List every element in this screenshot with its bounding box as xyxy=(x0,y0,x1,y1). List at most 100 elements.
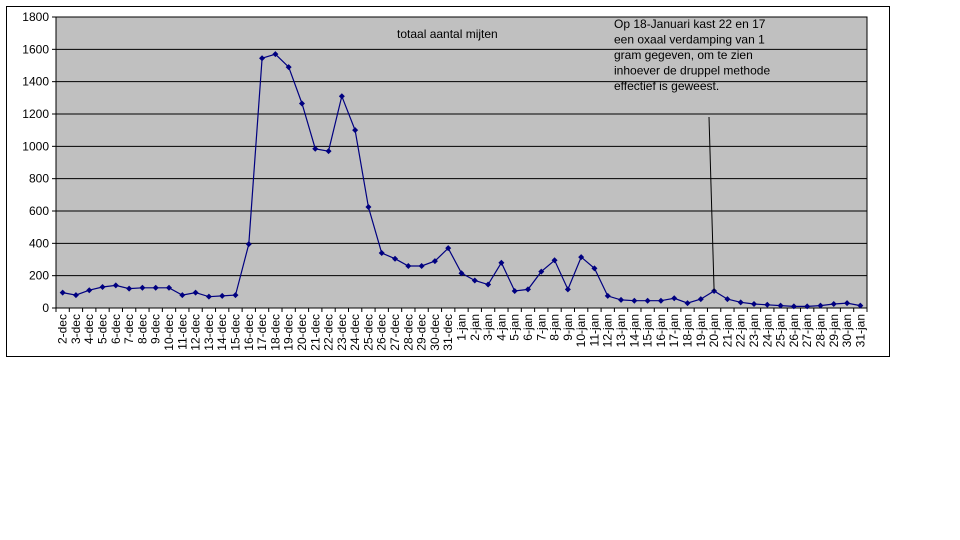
data-point xyxy=(166,284,173,291)
data-point xyxy=(365,203,372,210)
data-point xyxy=(312,145,319,152)
x-tick-label: 25-dec xyxy=(361,314,375,351)
data-point xyxy=(72,292,79,299)
data-point xyxy=(405,262,412,269)
x-tick-label: 13-dec xyxy=(202,314,216,351)
x-tick-label: 4-dec xyxy=(82,314,96,344)
x-tick-label: 30-dec xyxy=(428,314,442,351)
annotation-line: een oxaal verdamping van 1 xyxy=(614,33,765,47)
plot-area xyxy=(55,16,868,309)
data-point xyxy=(750,300,757,307)
annotation-line: Op 18-Januari kast 22 en 17 xyxy=(614,17,766,31)
x-tick-label: 25-jan xyxy=(774,314,788,347)
gridlines xyxy=(56,48,867,277)
data-point xyxy=(471,277,478,284)
x-tick-label: 6-dec xyxy=(109,314,123,344)
x-tick-label: 13-jan xyxy=(614,314,628,347)
x-tick-label: 9-dec xyxy=(149,314,163,344)
x-tick-label: 1-jan xyxy=(455,314,469,341)
data-point xyxy=(817,302,824,309)
data-point xyxy=(378,250,385,257)
x-tick-label: 20-jan xyxy=(707,314,721,347)
x-tick-label: 14-jan xyxy=(627,314,641,347)
x-tick-label: 2-jan xyxy=(468,314,482,341)
data-point xyxy=(644,297,651,304)
data-point xyxy=(205,293,212,300)
x-tick-label: 17-dec xyxy=(255,314,269,351)
data-point xyxy=(857,302,864,309)
data-point xyxy=(86,287,93,294)
data-point xyxy=(179,292,186,299)
x-tick-label: 26-dec xyxy=(375,314,389,351)
data-point xyxy=(219,292,226,299)
data-point xyxy=(192,289,199,296)
annotation-pointer-line xyxy=(708,116,715,292)
data-point xyxy=(604,292,611,299)
x-tick-label: 14-dec xyxy=(215,314,229,351)
x-tick-label: 11-dec xyxy=(175,314,189,350)
data-point xyxy=(684,300,691,307)
x-tick-label: 8-dec xyxy=(135,314,149,344)
x-tick-label: 2-dec xyxy=(56,314,70,344)
data-point xyxy=(418,262,425,269)
x-tick-label: 9-jan xyxy=(561,314,575,341)
data-point xyxy=(524,286,531,293)
x-tick-label: 29-jan xyxy=(827,314,841,347)
x-tick-label: 3-dec xyxy=(69,314,83,344)
x-tick-label: 24-jan xyxy=(760,314,774,347)
x-tick-label: 29-dec xyxy=(415,314,429,351)
data-point xyxy=(830,300,837,307)
data-point xyxy=(790,303,797,310)
x-tick-label: 18-dec xyxy=(268,314,282,351)
x-tick-label: 6-jan xyxy=(521,314,535,341)
data-point xyxy=(618,296,625,303)
data-point xyxy=(245,241,252,248)
x-tick-label: 10-dec xyxy=(162,314,176,351)
y-tick-label: 0 xyxy=(42,301,49,315)
data-point xyxy=(777,302,784,309)
x-tick-label: 27-jan xyxy=(800,314,814,347)
data-points xyxy=(59,51,864,310)
x-tick-label: 18-jan xyxy=(681,314,695,347)
x-tick-label: 31-dec xyxy=(441,314,455,351)
chart-frame: 0 200 400 600 800 1000 1200 1400 1600 1800 2-dec 3… xyxy=(6,6,890,357)
x-tick-label: 7-dec xyxy=(122,314,136,344)
x-tick-label: 19-jan xyxy=(694,314,708,347)
data-point xyxy=(671,295,678,302)
data-point xyxy=(126,285,133,292)
data-point xyxy=(657,297,664,304)
data-point xyxy=(272,51,279,58)
x-tick-label: 20-dec xyxy=(295,314,309,351)
annotation-line: effectief is geweest. xyxy=(614,79,719,93)
x-tick-label: 30-jan xyxy=(840,314,854,347)
x-tick-label: 15-dec xyxy=(228,314,242,351)
x-tick-label: 22-dec xyxy=(322,314,336,351)
data-point xyxy=(259,55,266,62)
data-point xyxy=(737,299,744,306)
x-tick-label: 27-dec xyxy=(388,314,402,351)
x-tick-label: 17-jan xyxy=(667,314,681,347)
data-point xyxy=(551,257,558,264)
data-point xyxy=(285,64,292,71)
x-tick-label: 11-jan xyxy=(587,314,601,346)
x-tick-label: 15-jan xyxy=(641,314,655,347)
x-tick-label: 24-dec xyxy=(348,314,362,351)
y-tick-label: 1600 xyxy=(22,42,49,56)
x-tick-label: 8-jan xyxy=(548,314,562,341)
data-point xyxy=(431,258,438,265)
chart-title: totaal aantal mijten xyxy=(397,27,498,41)
data-point xyxy=(338,93,345,100)
data-point xyxy=(764,301,771,308)
data-point xyxy=(59,289,66,296)
data-point xyxy=(631,297,638,304)
x-tick-label: 28-jan xyxy=(813,314,827,347)
y-tick-label: 800 xyxy=(29,172,49,186)
y-tick-label: 1400 xyxy=(22,75,49,89)
x-tick-label: 4-jan xyxy=(494,314,508,341)
data-point xyxy=(445,245,452,252)
data-point xyxy=(485,281,492,288)
y-tick-label: 400 xyxy=(29,236,49,250)
data-point xyxy=(498,259,505,266)
x-tick-label: 23-jan xyxy=(747,314,761,347)
